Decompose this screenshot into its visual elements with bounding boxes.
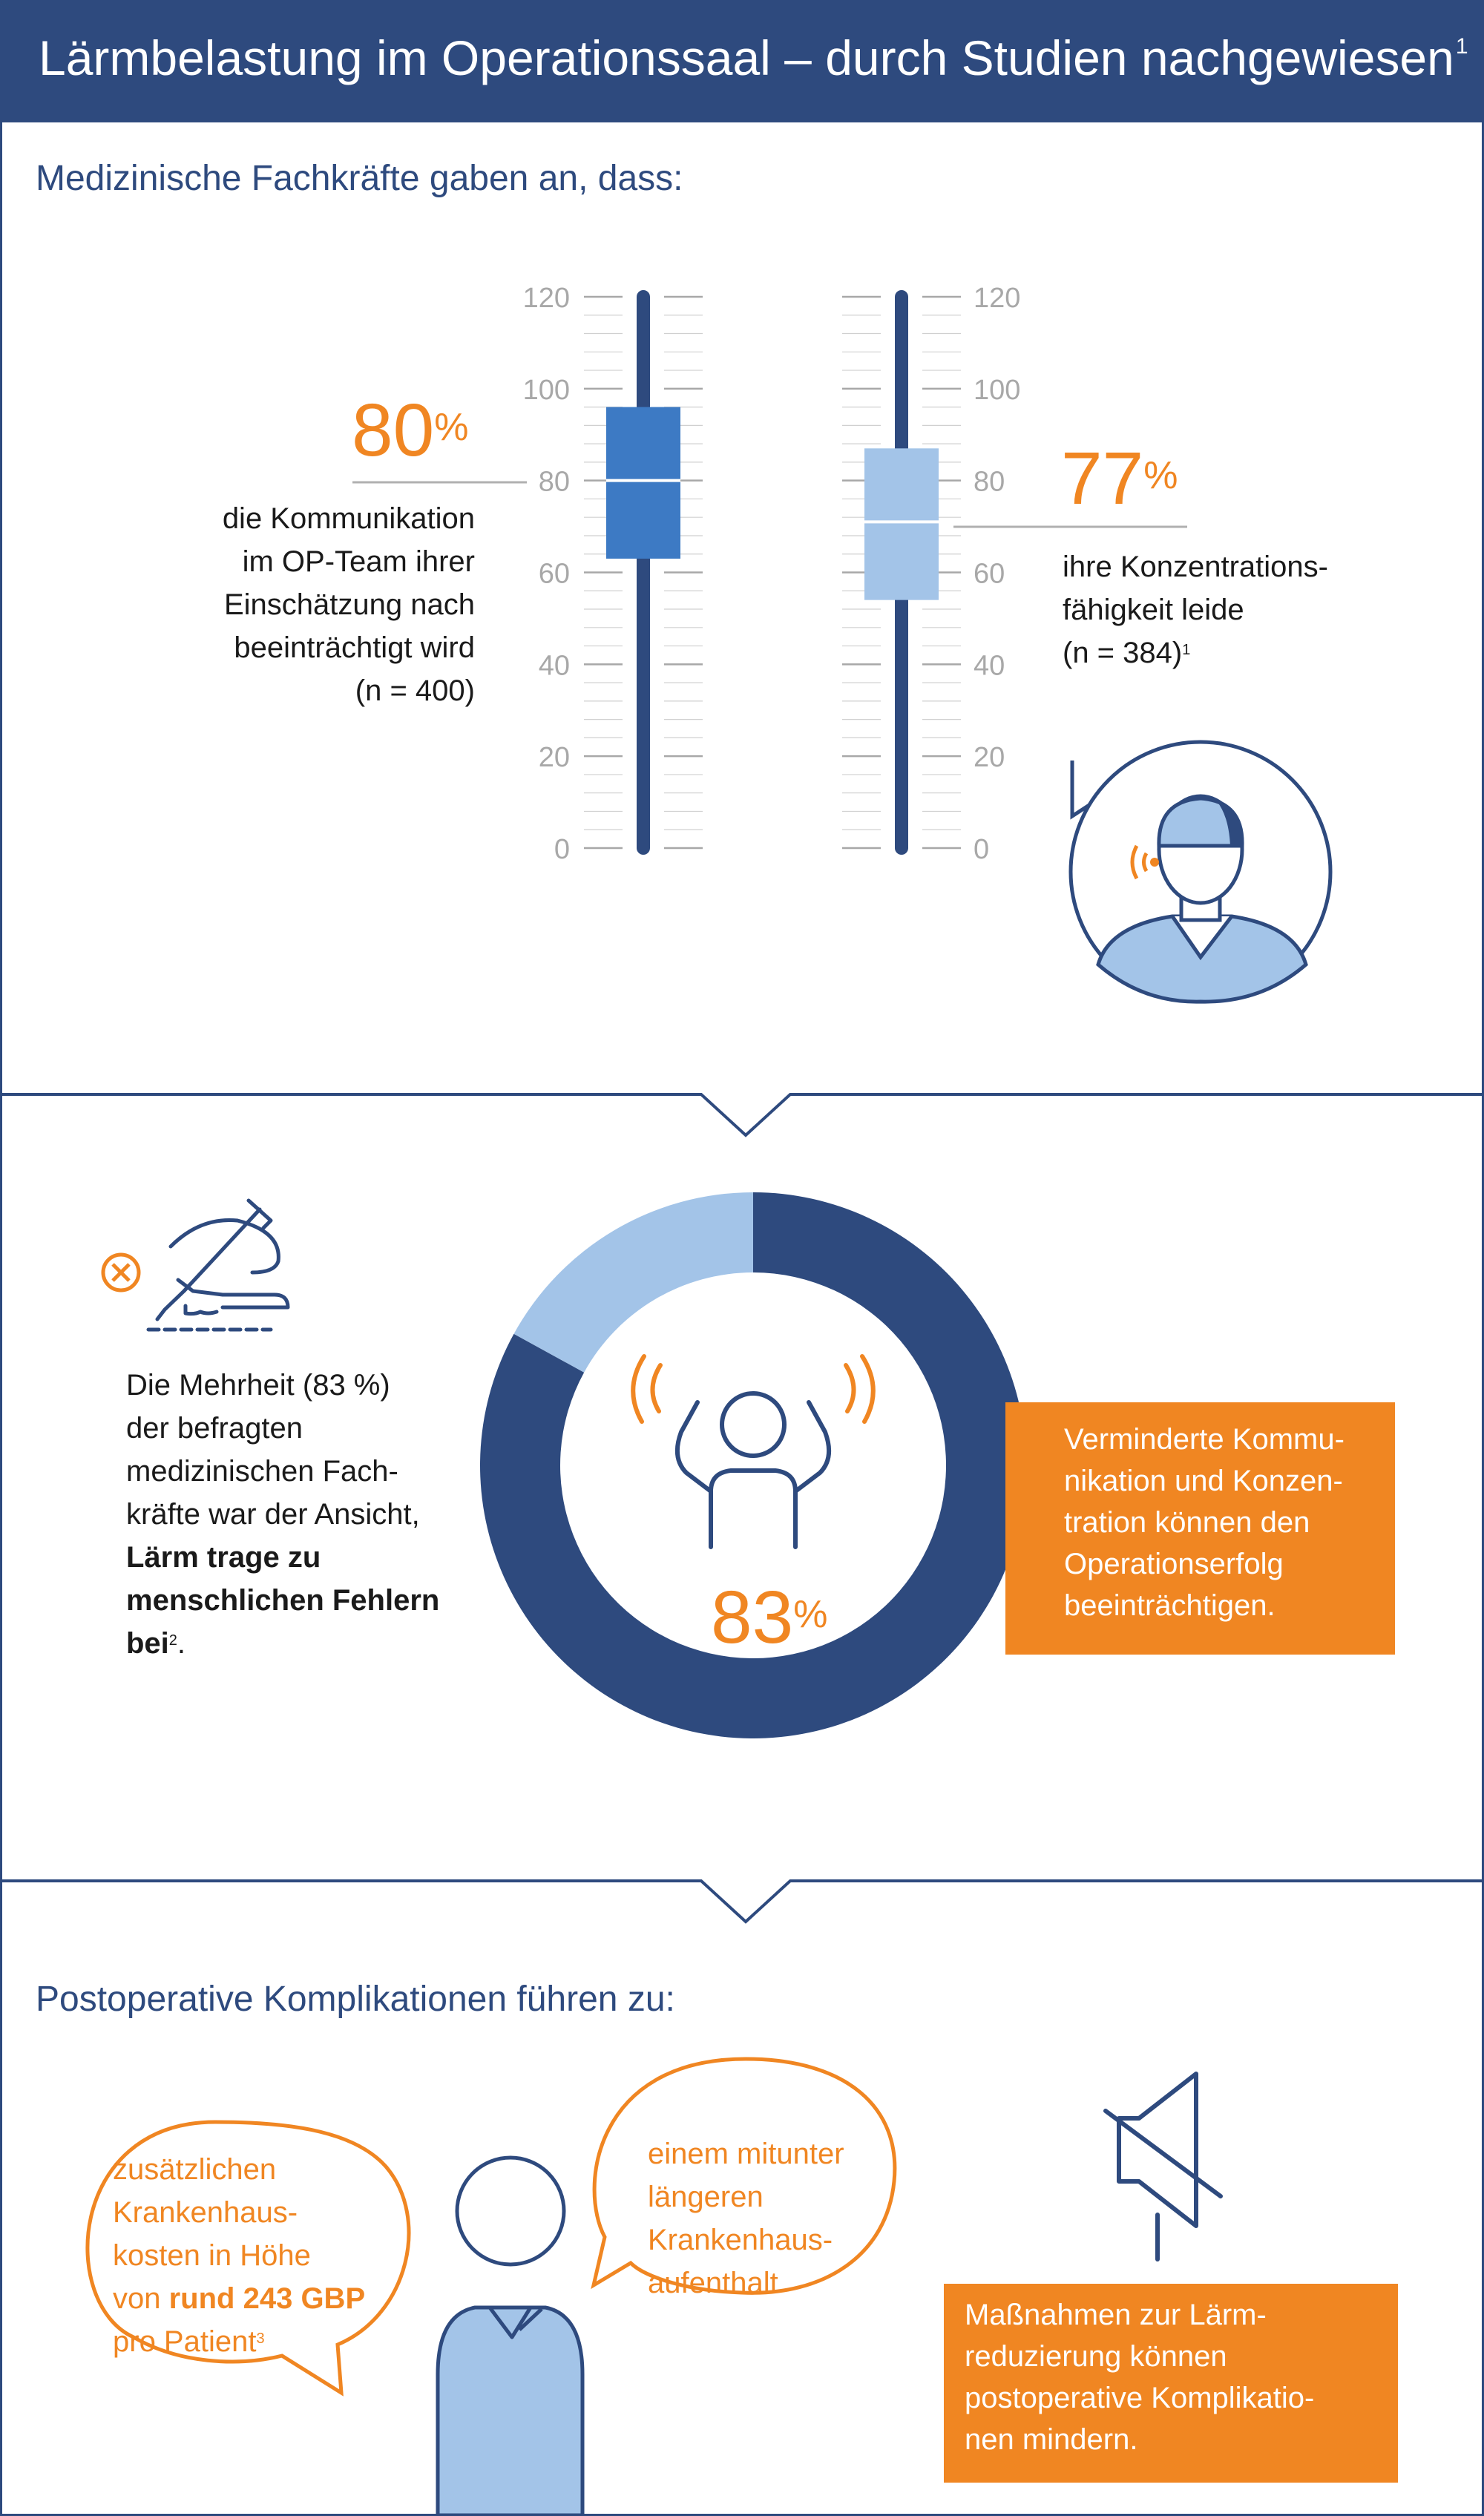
bubble-right-line-3: Krankenhaus- [648, 2224, 833, 2256]
bubble-right-line-1: einem mitunter [648, 2138, 844, 2170]
bubble-left-text: zusätzlichen Krankenhaus- kosten in Höhe… [113, 2148, 410, 2363]
section-divider-1 [0, 1093, 1484, 1137]
y-tick-label-left: 60 [539, 559, 570, 590]
majority-bold-1: Lärm trage zu [126, 1541, 321, 1574]
donut-slice-2 [513, 1192, 753, 1373]
majority-line-1: Die Mehrheit (83 %) [126, 1369, 390, 1402]
y-tick-label-left: 0 [554, 834, 570, 865]
donut-slice-1 [480, 1192, 1026, 1738]
box-1 [606, 407, 680, 559]
y-tick-label-left: 20 [539, 742, 570, 773]
left-line-3: Einschätzung nach [223, 588, 475, 621]
y-tick-label-right: 20 [974, 742, 1005, 773]
title-bar: Lärmbelastung im Operationssaal – durch … [0, 0, 1484, 122]
speech-bubble-right [591, 2057, 897, 2295]
box2-line-4: Operationserfolg [1064, 1548, 1284, 1580]
page-title: Lärmbelastung im Operationssaal – durch … [39, 30, 1468, 85]
percent-77: 77% [1061, 437, 1178, 520]
orange-box-section2 [1005, 1402, 1395, 1655]
box3-line-1: Maßnahmen zur Lärm- [965, 2299, 1267, 2331]
stressed-person-icon [631, 1354, 876, 1549]
left-description: die Kommunikation im OP-Team ihrer Einsc… [89, 497, 475, 712]
orange-box-section3 [944, 2284, 1398, 2483]
bubble-right-text: einem mitunter längeren Krankenhaus- auf… [648, 2132, 893, 2305]
box3-line-4: nen mindern. [965, 2423, 1138, 2456]
box2-line-2: nikation und Konzen- [1064, 1465, 1343, 1497]
error-x-icon [101, 1252, 141, 1293]
y-tick-label-right: 120 [974, 283, 1020, 314]
majority-line-4: kräfte war der Ansicht, [126, 1498, 420, 1531]
y-tick-label-left: 80 [539, 467, 570, 498]
right-line-2: fähigkeit leide [1063, 594, 1244, 626]
majority-line-3: medizinischen Fach- [126, 1455, 398, 1488]
percent-80: 80% [352, 389, 469, 472]
left-line-4: beeinträchtigt wird [234, 631, 475, 664]
bubble-left-line-5: pro Patient3 [113, 2325, 265, 2358]
box2-line-3: tration können den [1064, 1506, 1310, 1539]
left-line-5: (n = 400) [355, 674, 475, 707]
title-footnote-ref: 1 [1455, 34, 1468, 59]
donut-percent: 83% [711, 1576, 828, 1659]
left-line-1: die Kommunikation [222, 502, 475, 535]
section3-heading: Postoperative Komplikationen führen zu: [36, 1980, 675, 2019]
left-line-2: im OP-Team ihrer [242, 545, 475, 578]
patient-icon [436, 2155, 585, 2516]
orange-box-section3-text: Maßnahmen zur Lärm- reduzierung können p… [965, 2294, 1388, 2460]
box3-line-2: reduzierung können [965, 2340, 1227, 2373]
y-tick-label-right: 40 [974, 650, 1005, 681]
majority-text: Die Mehrheit (83 %) der befragten medizi… [126, 1364, 475, 1665]
box2-line-1: Verminderte Kommu- [1064, 1423, 1345, 1456]
majority-bold-2: menschlichen Fehlern [126, 1584, 440, 1617]
y-tick-label-left: 120 [523, 283, 570, 314]
speaker-muted-icon [1103, 2072, 1223, 2262]
section-divider-2 [0, 1879, 1484, 1924]
donut-chart [480, 1192, 1026, 1738]
y-tick-label-right: 80 [974, 467, 1005, 498]
y-tick-label-left: 40 [539, 650, 570, 681]
box-2 [864, 448, 939, 600]
right-description: ihre Konzentrations- fähigkeit leide (n … [1063, 545, 1448, 674]
bubble-left-line-4: von rund 243 GBP [113, 2282, 366, 2315]
box2-line-5: beeinträchtigen. [1064, 1589, 1275, 1622]
y-tick-label-right: 60 [974, 559, 1005, 590]
right-line-3: (n = 384)1 [1063, 637, 1191, 669]
scalpel-hand-icon [146, 1198, 290, 1332]
bubble-left-line-1: zusätzlichen [113, 2153, 277, 2186]
majority-line-2: der befragten [126, 1412, 303, 1445]
majority-bold-3: bei2. [126, 1627, 186, 1660]
y-tick-label-left: 100 [523, 375, 570, 406]
bubble-left-line-3: kosten in Höhe [113, 2239, 311, 2272]
bubble-right-line-4: aufenthalt [648, 2267, 778, 2299]
bubble-left-line-2: Krankenhaus- [113, 2196, 298, 2229]
y-tick-label-right: 100 [974, 375, 1020, 406]
box3-line-3: postoperative Komplikatio- [965, 2382, 1315, 2414]
y-tick-label-right: 0 [974, 834, 989, 865]
boxplot-chart: 0 0 20 20 40 40 60 60 80 80 100 100 120 120 [523, 283, 1021, 865]
section1-heading: Medizinische Fachkräfte gaben an, dass: [36, 159, 683, 198]
orange-box-section2-text: Verminderte Kommu- nikation und Konzen- … [1064, 1419, 1391, 1626]
surgeon-avatar-icon [1068, 740, 1333, 1004]
right-line-1: ihre Konzentrations- [1063, 551, 1328, 583]
speech-bubble-left [85, 2120, 411, 2397]
bubble-right-line-2: längeren [648, 2181, 764, 2213]
